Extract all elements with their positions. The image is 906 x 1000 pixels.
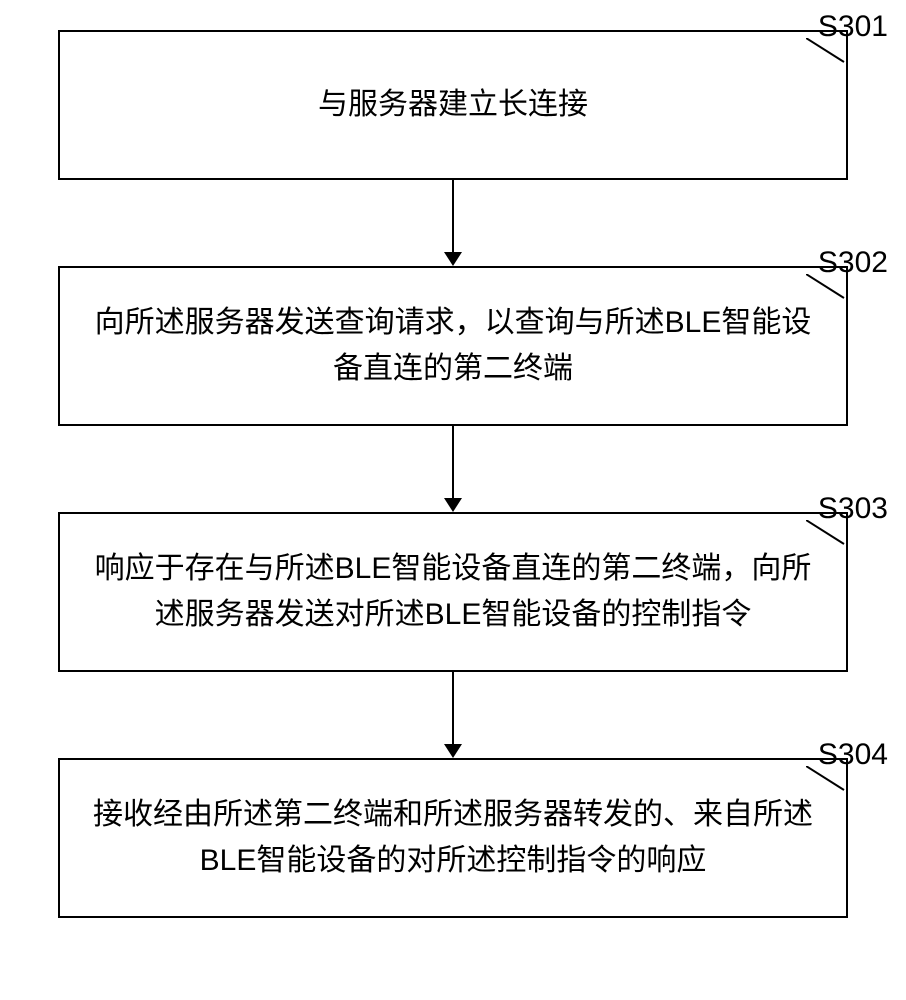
step-label: S304	[818, 738, 888, 772]
step-box: 响应于存在与所述BLE智能设备直连的第二终端，向所述服务器发送对所述BLE智能设…	[58, 512, 848, 672]
step-text: 接收经由所述第二终端和所述服务器转发的、来自所述BLE智能设备的对所述控制指令的…	[90, 792, 816, 885]
arrowhead-icon	[444, 252, 462, 266]
step-text: 向所述服务器发送查询请求，以查询与所述BLE智能设备直连的第二终端	[90, 300, 816, 393]
flow-step: S303 响应于存在与所述BLE智能设备直连的第二终端，向所述服务器发送对所述B…	[28, 512, 878, 672]
step-label: S303	[818, 492, 888, 526]
flowchart-container: S301 与服务器建立长连接 S302 向所述服务器发送查询请求，以查询与所述B…	[28, 30, 878, 918]
step-box: 与服务器建立长连接	[58, 30, 848, 180]
step-text: 响应于存在与所述BLE智能设备直连的第二终端，向所述服务器发送对所述BLE智能设…	[90, 546, 816, 639]
step-text: 与服务器建立长连接	[318, 82, 588, 129]
flow-step: S301 与服务器建立长连接	[28, 30, 878, 180]
connector-line	[452, 180, 454, 252]
step-box: 向所述服务器发送查询请求，以查询与所述BLE智能设备直连的第二终端	[58, 266, 848, 426]
arrowhead-icon	[444, 744, 462, 758]
step-label: S301	[818, 10, 888, 44]
arrowhead-icon	[444, 498, 462, 512]
flow-step: S304 接收经由所述第二终端和所述服务器转发的、来自所述BLE智能设备的对所述…	[28, 758, 878, 918]
step-label: S302	[818, 246, 888, 280]
step-box: 接收经由所述第二终端和所述服务器转发的、来自所述BLE智能设备的对所述控制指令的…	[58, 758, 848, 918]
flow-step: S302 向所述服务器发送查询请求，以查询与所述BLE智能设备直连的第二终端	[28, 266, 878, 426]
connector-line	[452, 672, 454, 744]
connector-line	[452, 426, 454, 498]
